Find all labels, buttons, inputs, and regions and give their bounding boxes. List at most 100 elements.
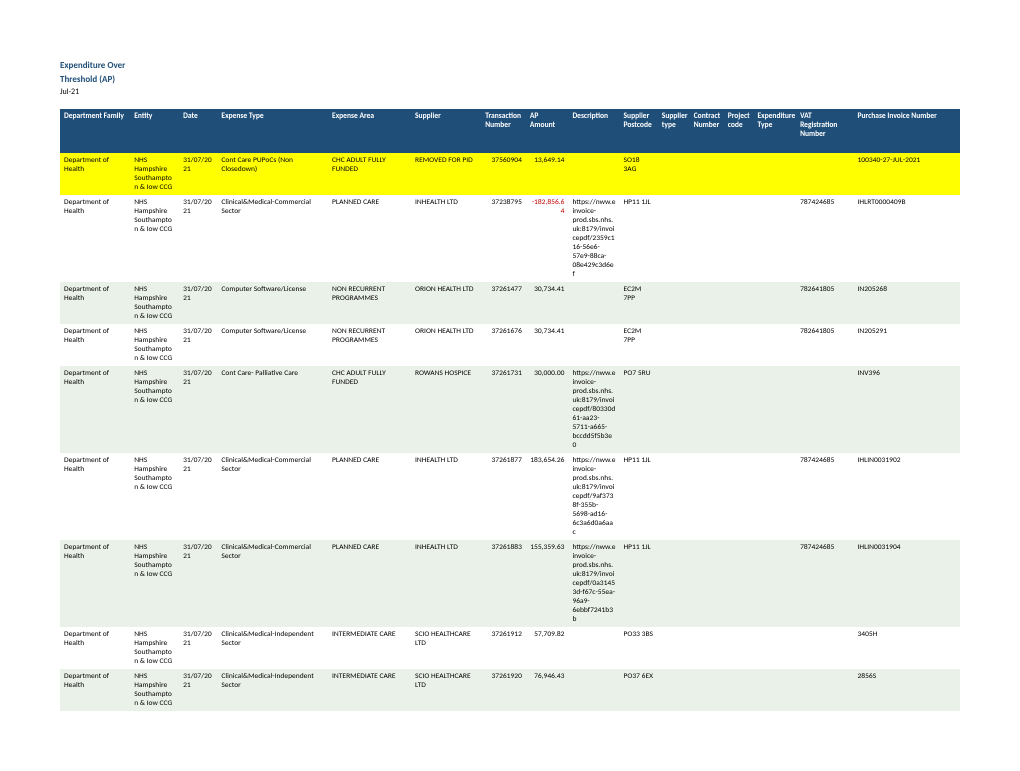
table-cell: 3405H (854, 627, 961, 669)
table-cell (796, 627, 853, 669)
table-cell: 31/07/2021 (179, 366, 217, 453)
table-cell: CHC ADULT FULLY FUNDED (328, 366, 411, 453)
column-header: Expenditure Type (754, 109, 797, 153)
table-cell (658, 669, 690, 711)
table-cell (754, 153, 797, 195)
table-cell: IN205268 (854, 282, 961, 324)
report-title-2: Threshold (AP) (60, 74, 960, 86)
table-cell (568, 669, 619, 711)
table-cell (658, 153, 690, 195)
table-cell (658, 324, 690, 366)
table-cell: 31/07/2021 (179, 453, 217, 540)
column-header: VAT Registration Number (796, 109, 853, 153)
table-cell: 31/07/2021 (179, 153, 217, 195)
table-cell: 31/07/2021 (179, 195, 217, 282)
table-cell: 183,654.26 (526, 453, 569, 540)
table-cell: 31/07/2021 (179, 627, 217, 669)
table-cell: 30,734.41 (526, 324, 569, 366)
table-cell: 37261477 (481, 282, 526, 324)
table-cell: PO7 5RU (620, 366, 658, 453)
report-period: Jul-21 (60, 87, 960, 97)
table-cell: Department of Health (60, 153, 130, 195)
table-cell (724, 366, 754, 453)
table-cell (658, 366, 690, 453)
table-cell (690, 324, 724, 366)
table-cell (724, 153, 754, 195)
table-cell: Department of Health (60, 366, 130, 453)
table-cell: 31/07/2021 (179, 669, 217, 711)
table-cell (658, 453, 690, 540)
table-cell: Department of Health (60, 282, 130, 324)
table-cell (568, 282, 619, 324)
table-cell: 31/07/2021 (179, 282, 217, 324)
table-cell: 782641805 (796, 282, 853, 324)
column-header: Department Family (60, 109, 130, 153)
table-cell: SCIO HEALTHCARE LTD (411, 669, 481, 711)
table-cell: PLANNED CARE (328, 195, 411, 282)
column-header: AP Amount (526, 109, 569, 153)
table-cell (658, 282, 690, 324)
table-cell (568, 153, 619, 195)
table-cell: HP11 1JL (620, 540, 658, 627)
table-cell: INHEALTH LTD (411, 195, 481, 282)
table-cell: IHLIN0031902 (854, 453, 961, 540)
table-cell: Clinical&Medical-Commercial Sector (217, 195, 328, 282)
table-cell: 155,359.63 (526, 540, 569, 627)
table-cell: SCIO HEALTHCARE LTD (411, 627, 481, 669)
table-cell: https://nww.einvoice-prod.sbs.nhs.uk:817… (568, 195, 619, 282)
column-header: Supplier Postcode (620, 109, 658, 153)
table-cell: 37261883 (481, 540, 526, 627)
table-cell: Computer Software/License (217, 282, 328, 324)
table-cell: INV396 (854, 366, 961, 453)
table-cell: 30,734.41 (526, 282, 569, 324)
table-cell: https://nww.einvoice-prod.sbs.nhs.uk:817… (568, 366, 619, 453)
table-cell (796, 153, 853, 195)
table-cell: PLANNED CARE (328, 540, 411, 627)
table-cell (724, 282, 754, 324)
table-cell: EC2M 7PP (620, 282, 658, 324)
table-cell: ORION HEALTH LTD (411, 324, 481, 366)
table-cell (754, 540, 797, 627)
table-row: Department of HealthNHS Hampshire Southa… (60, 324, 960, 366)
column-header: Contract Number (690, 109, 724, 153)
table-cell (724, 324, 754, 366)
table-cell (754, 195, 797, 282)
table-cell: HP11 1JL (620, 195, 658, 282)
table-cell: 37238795 (481, 195, 526, 282)
table-cell (568, 324, 619, 366)
table-cell: ROWANS HOSPICE (411, 366, 481, 453)
table-cell: CHC ADULT FULLY FUNDED (328, 153, 411, 195)
table-cell: IN205291 (854, 324, 961, 366)
table-cell: NHS Hampshire Southampton & Iow CCG (130, 540, 179, 627)
column-header: Supplier type (658, 109, 690, 153)
table-cell (796, 669, 853, 711)
table-row: Department of HealthNHS Hampshire Southa… (60, 366, 960, 453)
table-cell: -182,856.64 (526, 195, 569, 282)
table-cell: 57,709.82 (526, 627, 569, 669)
table-row: Department of HealthNHS Hampshire Southa… (60, 540, 960, 627)
table-cell: NHS Hampshire Southampton & Iow CCG (130, 366, 179, 453)
table-cell: NHS Hampshire Southampton & Iow CCG (130, 282, 179, 324)
table-cell (658, 540, 690, 627)
table-row: Department of HealthNHS Hampshire Southa… (60, 669, 960, 711)
table-row: Department of HealthNHS Hampshire Southa… (60, 282, 960, 324)
table-cell: REMOVED FOR PID (411, 153, 481, 195)
table-cell (658, 627, 690, 669)
table-cell: SO18 3AG (620, 153, 658, 195)
table-cell: INHEALTH LTD (411, 453, 481, 540)
table-cell: 76,946.43 (526, 669, 569, 711)
column-header: Description (568, 109, 619, 153)
table-cell: 787424685 (796, 453, 853, 540)
table-cell (754, 324, 797, 366)
table-cell: Clinical&Medical-Independent Sector (217, 627, 328, 669)
table-cell: Department of Health (60, 324, 130, 366)
table-cell (796, 366, 853, 453)
table-cell: Clinical&Medical-Commercial Sector (217, 540, 328, 627)
table-cell: NHS Hampshire Southampton & Iow CCG (130, 627, 179, 669)
column-header: Purchase Invoice Number (854, 109, 961, 153)
table-cell: IHLIN0031904 (854, 540, 961, 627)
table-cell (754, 366, 797, 453)
table-cell: INTERMEDIATE CARE (328, 627, 411, 669)
table-cell: Computer Software/License (217, 324, 328, 366)
column-header: Expense Type (217, 109, 328, 153)
